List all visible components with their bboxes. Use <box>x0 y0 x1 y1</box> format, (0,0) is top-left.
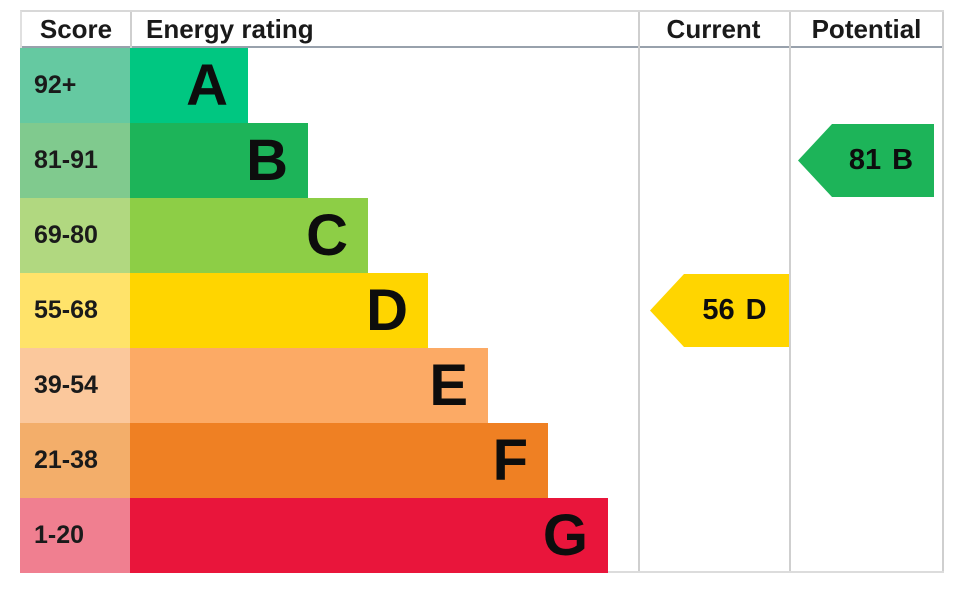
epc-table: Score Energy rating Current Potential 92… <box>20 10 944 573</box>
header-row: Score Energy rating Current Potential <box>22 12 944 48</box>
score-cell: 1-20 <box>20 498 130 573</box>
rating-bar: A <box>130 48 248 123</box>
potential-score-value: 81 <box>848 144 882 176</box>
band-row-g: 1-20 G <box>20 498 946 573</box>
band-row-d: 55-68 D <box>20 273 946 348</box>
score-cell: 55-68 <box>20 273 130 348</box>
band-rows: 92+ A 81-91 B 69-80 C 55-68 D 39-54 E 21… <box>20 48 946 573</box>
header-underline <box>22 46 944 48</box>
potential-column-header: Potential <box>811 14 922 44</box>
rating-bar: E <box>130 348 488 423</box>
band-row-c: 69-80 C <box>20 198 946 273</box>
rating-bar: G <box>130 498 608 573</box>
score-column-header: Score <box>39 14 113 44</box>
potential-arrow: 81 B <box>798 124 934 197</box>
band-row-e: 39-54 E <box>20 348 946 423</box>
score-cell: 39-54 <box>20 348 130 423</box>
score-cell: 69-80 <box>20 198 130 273</box>
band-row-b: 81-91 B <box>20 123 946 198</box>
rating-bar: F <box>130 423 548 498</box>
score-column-divider <box>130 12 132 48</box>
table-right-border <box>942 12 944 573</box>
score-cell: 21-38 <box>20 423 130 498</box>
rating-bar: B <box>130 123 308 198</box>
score-cell: 81-91 <box>20 123 130 198</box>
rating-bar: D <box>130 273 428 348</box>
current-column-divider <box>638 12 640 573</box>
band-row-a: 92+ A <box>20 48 946 123</box>
band-row-f: 21-38 F <box>20 423 946 498</box>
potential-column-divider <box>789 12 791 573</box>
current-rating-letter: D <box>745 294 767 326</box>
energy-rating-column-header: Energy rating <box>146 14 314 44</box>
potential-rating-letter: B <box>892 144 914 176</box>
rating-bar: C <box>130 198 368 273</box>
score-cell: 92+ <box>20 48 130 123</box>
current-column-header: Current <box>666 14 761 44</box>
current-score-value: 56 <box>702 294 735 326</box>
current-arrow: 56 D <box>650 274 789 347</box>
